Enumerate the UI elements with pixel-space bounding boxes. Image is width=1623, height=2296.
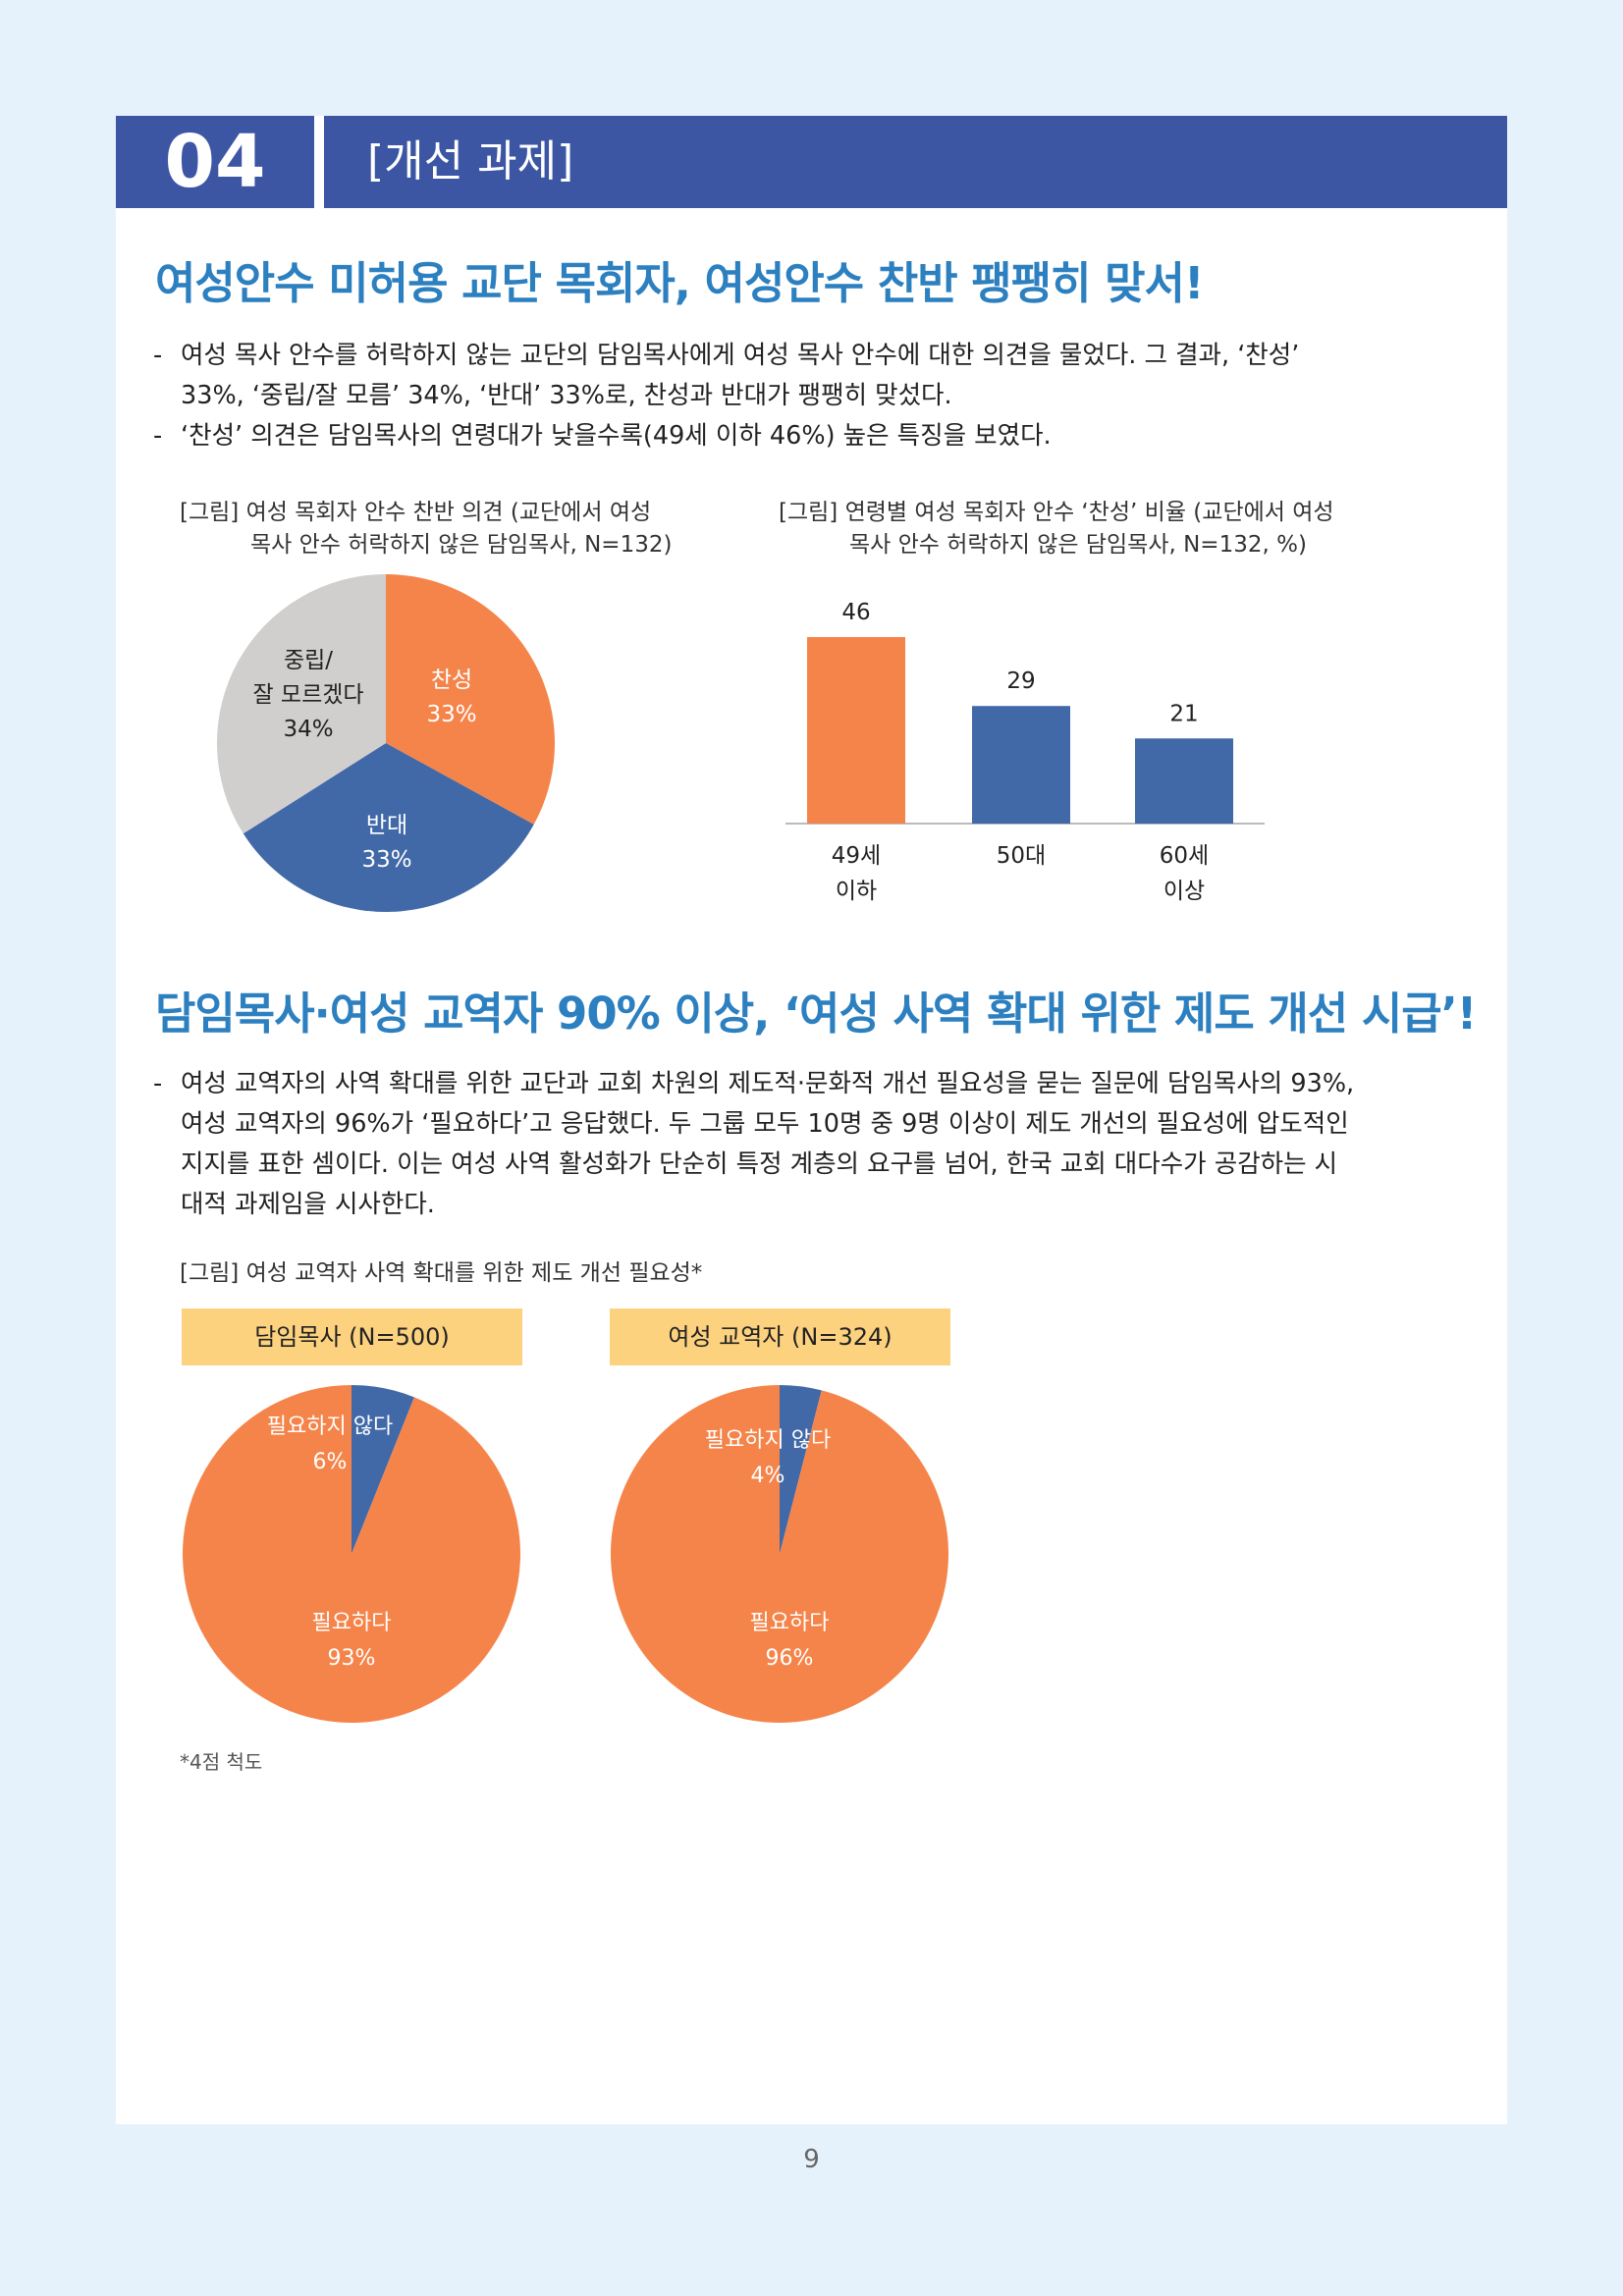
section2-bullets: - 여성 교역자의 사역 확대를 위한 교단과 교회 차원의 제도적·문화적 개선… (147, 1064, 1483, 1225)
page-sheet (116, 116, 1507, 2124)
bullet-text-line: 여성 교역자의 사역 확대를 위한 교단과 교회 차원의 제도적·문화적 개선 … (181, 1069, 1355, 1098)
bar (1135, 738, 1233, 824)
pie-slice-label: 반대 33% (361, 813, 411, 873)
section-number: 04 (116, 116, 314, 208)
pie-slice-label: 필요하지 않다 4% (705, 1428, 831, 1488)
pie-slice (183, 1385, 521, 1723)
pie-caption-line-1: [그림] 여성 목회자 안수 찬반 의견 (교단에서 여성 (180, 500, 652, 525)
section2-heading: 담임목사·여성 교역자 90% 이상, ‘여성 사역 확대 위한 제도 개선 시… (155, 988, 1477, 1040)
female-minister-needs-pie-chart: 필요하지 않다 4% 필요하다 96% (611, 1385, 948, 1723)
bar-category-label: 50대 (997, 843, 1046, 869)
bar (972, 706, 1070, 824)
bar-value-label: 29 (1006, 668, 1035, 694)
section1-bullets: - 여성 목사 안수를 허락하지 않는 교단의 담임목사에게 여성 목사 안수에 … (147, 336, 1483, 456)
pie-slice-label: 필요하지 않다 6% (267, 1415, 393, 1474)
pastor-needs-pie-chart: 필요하지 않다 6% 필요하다 93% (183, 1385, 521, 1723)
needs-chart-caption: [그림] 여성 교역자 사역 확대를 위한 제도 개선 필요성* (180, 1260, 703, 1286)
bullet-item: - 여성 교역자의 사역 확대를 위한 교단과 교회 차원의 제도적·문화적 개선… (147, 1064, 1483, 1225)
pie-slice (217, 574, 386, 834)
section-title-bar: [개선 과제] (324, 116, 1507, 208)
pie-slice (243, 743, 534, 912)
bullet-item: - 여성 목사 안수를 허락하지 않는 교단의 담임목사에게 여성 목사 안수에 … (147, 336, 1483, 416)
pie-slice-label: 필요하다 93% (312, 1611, 392, 1671)
pie-chart-caption: [그림] 여성 목회자 안수 찬반 의견 (교단에서 여성 목사 안수 허락하지… (180, 497, 672, 561)
footnote: *4점 척도 (180, 1750, 263, 1774)
bullet-text-line: ‘찬성’ 의견은 담임목사의 연령대가 낮을수록(49세 이하 46%) 높은 … (181, 421, 1052, 451)
pie-slice-label: 찬성 33% (426, 667, 476, 727)
page-number: 9 (803, 2145, 820, 2174)
bullet-dash: - (153, 1069, 163, 1098)
bar-value-label: 21 (1169, 701, 1198, 726)
age-bar-chart: 46 49세 이하 29 50대 21 60세 이상 (785, 600, 1265, 904)
bar (807, 637, 905, 824)
bullet-text-line: 지지를 표한 셈이다. 이는 여성 사역 활성화가 단순히 특정 계층의 요구를… (181, 1149, 1338, 1179)
bullet-text-line: 여성 교역자의 96%가 ‘필요하다’고 응답했다. 두 그룹 모두 10명 중… (181, 1109, 1349, 1139)
bar-value-label: 46 (841, 600, 870, 625)
bar-chart-caption: [그림] 연령별 여성 목회자 안수 ‘찬성’ 비율 (교단에서 여성 목사 안… (779, 497, 1334, 561)
pie-slice (352, 1385, 414, 1554)
bullet-text-line: 33%, ‘중립/잘 모름’ 34%, ‘반대’ 33%로, 찬성과 반대가 팽… (181, 381, 952, 410)
bullet-dash: - (153, 341, 163, 370)
bar-category-label: 60세 이상 (1160, 843, 1209, 904)
pie-slice (611, 1385, 948, 1723)
bullet-item: - ‘찬성’ 의견은 담임목사의 연령대가 낮을수록(49세 이하 46%) 높은… (147, 416, 1483, 456)
bullet-text-line: 대적 과제임을 시사한다. (181, 1190, 435, 1219)
pie-caption-line-2: 목사 안수 허락하지 않은 담임목사, N=132) (250, 532, 673, 558)
pie-slice (780, 1385, 822, 1554)
pastor-group-label: 담임목사 (N=500) (182, 1308, 522, 1365)
female-minister-group-label: 여성 교역자 (N=324) (610, 1308, 950, 1365)
bar-caption-line-1: [그림] 연령별 여성 목회자 안수 ‘찬성’ 비율 (교단에서 여성 (779, 500, 1334, 525)
section1-heading: 여성안수 미허용 교단 목회자, 여성안수 찬반 팽팽히 맞서! (155, 257, 1204, 309)
bar-caption-line-2: 목사 안수 허락하지 않은 담임목사, N=132, %) (849, 532, 1307, 558)
bullet-text-line: 여성 목사 안수를 허락하지 않는 교단의 담임목사에게 여성 목사 안수에 대… (181, 341, 1300, 370)
opinion-pie-chart: 찬성 33% 반대 33% 중립/잘 모르겠다 34% (217, 574, 555, 912)
pie-slice (386, 574, 555, 825)
bullet-dash: - (153, 421, 163, 451)
pie-slice-label: 중립/잘 모르겠다 34% (252, 648, 363, 742)
pie-slice-label: 필요하다 96% (750, 1611, 830, 1671)
bar-category-label: 49세 이하 (832, 843, 881, 904)
